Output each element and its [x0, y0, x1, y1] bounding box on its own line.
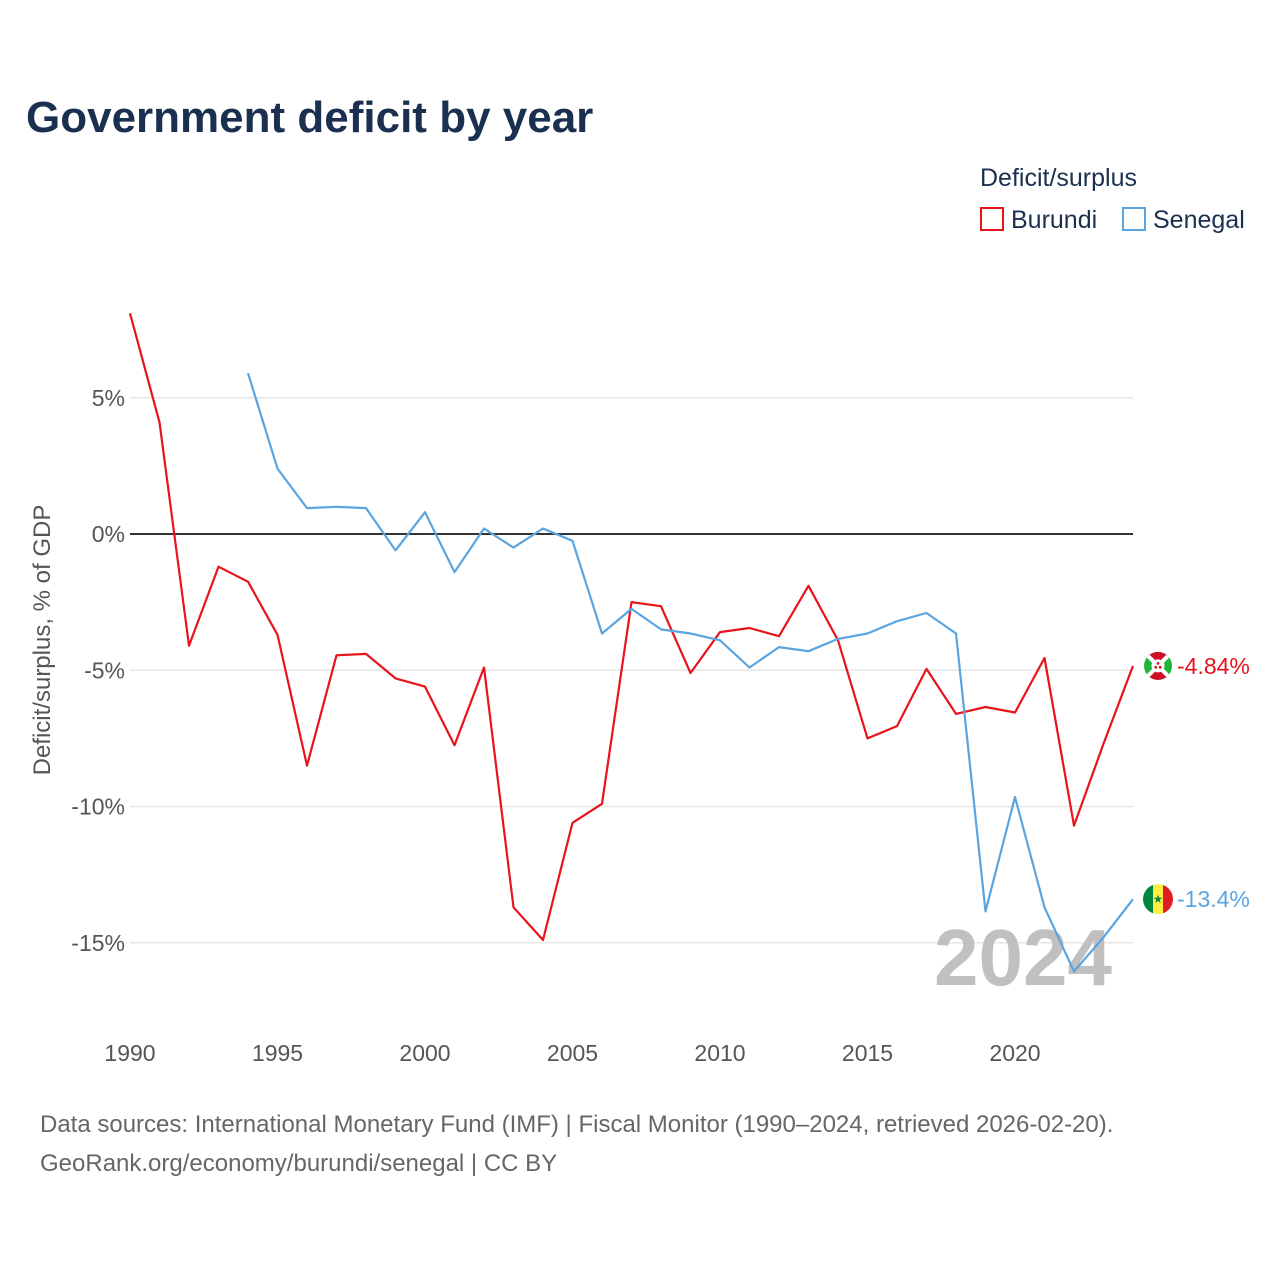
data-point-senegal[interactable]	[980, 905, 992, 917]
y-axis-ticks: 5% 0% -5% -10% -15%	[71, 385, 125, 956]
data-point-burundi[interactable]	[272, 629, 284, 641]
y-tick-label: -5%	[84, 657, 125, 683]
series-layer	[124, 307, 1139, 977]
gridlines	[130, 397, 1133, 944]
legend-label-burundi[interactable]: Burundi	[1011, 206, 1097, 234]
data-point-senegal[interactable]	[773, 641, 785, 653]
data-point-burundi[interactable]	[685, 667, 697, 679]
data-point-burundi[interactable]	[301, 760, 313, 772]
x-tick-label: 2005	[547, 1040, 598, 1066]
data-point-burundi[interactable]	[803, 580, 815, 592]
y-tick-label: 5%	[92, 385, 125, 411]
data-point-senegal[interactable]	[832, 633, 844, 645]
x-tick-label: 1995	[252, 1040, 303, 1066]
data-point-burundi[interactable]	[331, 649, 343, 661]
data-point-burundi[interactable]	[1009, 706, 1021, 718]
y-tick-label: 0%	[92, 521, 125, 547]
data-point-burundi[interactable]	[1127, 660, 1139, 672]
data-point-burundi[interactable]	[567, 817, 579, 829]
chart-title: Government deficit by year	[26, 93, 593, 142]
data-point-burundi[interactable]	[360, 648, 372, 660]
x-tick-label: 2015	[842, 1040, 893, 1066]
data-point-senegal[interactable]	[1127, 893, 1139, 905]
x-tick-label: 2020	[989, 1040, 1040, 1066]
data-point-senegal[interactable]	[419, 506, 431, 518]
data-point-burundi[interactable]	[183, 640, 195, 652]
data-point-senegal[interactable]	[272, 463, 284, 475]
data-point-senegal[interactable]	[390, 544, 402, 556]
data-point-senegal[interactable]	[449, 566, 461, 578]
data-point-senegal[interactable]	[891, 615, 903, 627]
data-point-senegal[interactable]	[360, 502, 372, 514]
data-point-burundi[interactable]	[537, 934, 549, 946]
y-tick-label: -15%	[71, 930, 125, 956]
burundi-flag-icon	[1144, 651, 1172, 680]
data-point-burundi[interactable]	[242, 576, 254, 588]
x-tick-label: 2010	[694, 1040, 745, 1066]
series-line-burundi[interactable]	[128, 313, 1135, 942]
data-point-burundi[interactable]	[154, 416, 166, 428]
data-point-senegal[interactable]	[242, 367, 254, 379]
source-line-2[interactable]: GeoRank.org/economy/burundi/senegal | CC…	[40, 1150, 557, 1177]
data-point-senegal[interactable]	[626, 603, 638, 615]
data-point-senegal[interactable]	[331, 501, 343, 513]
data-point-senegal[interactable]	[596, 627, 608, 639]
legend: Deficit/surplus Burundi Senegal	[980, 164, 1245, 234]
data-point-senegal[interactable]	[301, 502, 313, 514]
data-point-senegal[interactable]	[478, 523, 490, 535]
series-line-senegal[interactable]	[246, 372, 1134, 973]
data-point-senegal[interactable]	[714, 634, 726, 646]
end-label-burundi: -4.84%	[1177, 653, 1250, 679]
data-point-burundi[interactable]	[390, 672, 402, 684]
data-point-burundi[interactable]	[773, 630, 785, 642]
senegal-flag-icon	[1143, 884, 1173, 915]
data-point-burundi[interactable]	[950, 708, 962, 720]
x-axis-ticks: 1990 1995 2000 2005 2010 2015 2020	[104, 1040, 1040, 1066]
data-point-burundi[interactable]	[980, 701, 992, 713]
data-point-senegal[interactable]	[921, 607, 933, 619]
data-point-senegal[interactable]	[862, 627, 874, 639]
data-point-senegal[interactable]	[744, 662, 756, 674]
data-point-burundi[interactable]	[862, 732, 874, 744]
legend-label-senegal[interactable]: Senegal	[1153, 206, 1245, 234]
data-point-burundi[interactable]	[508, 901, 520, 913]
data-point-burundi[interactable]	[891, 720, 903, 732]
data-point-burundi[interactable]	[1039, 652, 1051, 664]
data-point-senegal[interactable]	[508, 542, 520, 554]
data-point-burundi[interactable]	[213, 561, 225, 573]
data-point-burundi[interactable]	[655, 600, 667, 612]
data-point-senegal[interactable]	[567, 535, 579, 547]
legend-swatch-senegal[interactable]	[1122, 207, 1146, 231]
data-point-senegal[interactable]	[1068, 965, 1080, 977]
end-label-senegal: -13.4%	[1177, 886, 1250, 912]
source-line-1: Data sources: International Monetary Fun…	[40, 1111, 1113, 1138]
y-axis-label: Deficit/surplus, % of GDP	[29, 505, 56, 776]
data-point-burundi[interactable]	[744, 622, 756, 634]
data-point-burundi[interactable]	[596, 798, 608, 810]
data-point-senegal[interactable]	[655, 623, 667, 635]
data-point-senegal[interactable]	[685, 627, 697, 639]
x-tick-label: 2000	[399, 1040, 450, 1066]
data-point-burundi[interactable]	[921, 663, 933, 675]
year-watermark: 2024	[934, 913, 1112, 1002]
data-point-burundi[interactable]	[124, 307, 136, 319]
data-point-senegal[interactable]	[1009, 791, 1021, 803]
x-tick-label: 1990	[104, 1040, 155, 1066]
data-point-senegal[interactable]	[950, 627, 962, 639]
data-point-senegal[interactable]	[1039, 901, 1051, 913]
data-point-burundi[interactable]	[1098, 738, 1110, 750]
data-point-burundi[interactable]	[1068, 820, 1080, 832]
legend-swatch-burundi[interactable]	[980, 207, 1004, 231]
legend-title: Deficit/surplus	[980, 164, 1137, 192]
data-point-burundi[interactable]	[449, 739, 461, 751]
data-point-senegal[interactable]	[537, 523, 549, 535]
data-point-burundi[interactable]	[478, 662, 490, 674]
data-point-senegal[interactable]	[803, 645, 815, 657]
data-point-senegal[interactable]	[1098, 931, 1110, 943]
data-point-burundi[interactable]	[419, 681, 431, 693]
y-tick-label: -10%	[71, 794, 125, 820]
